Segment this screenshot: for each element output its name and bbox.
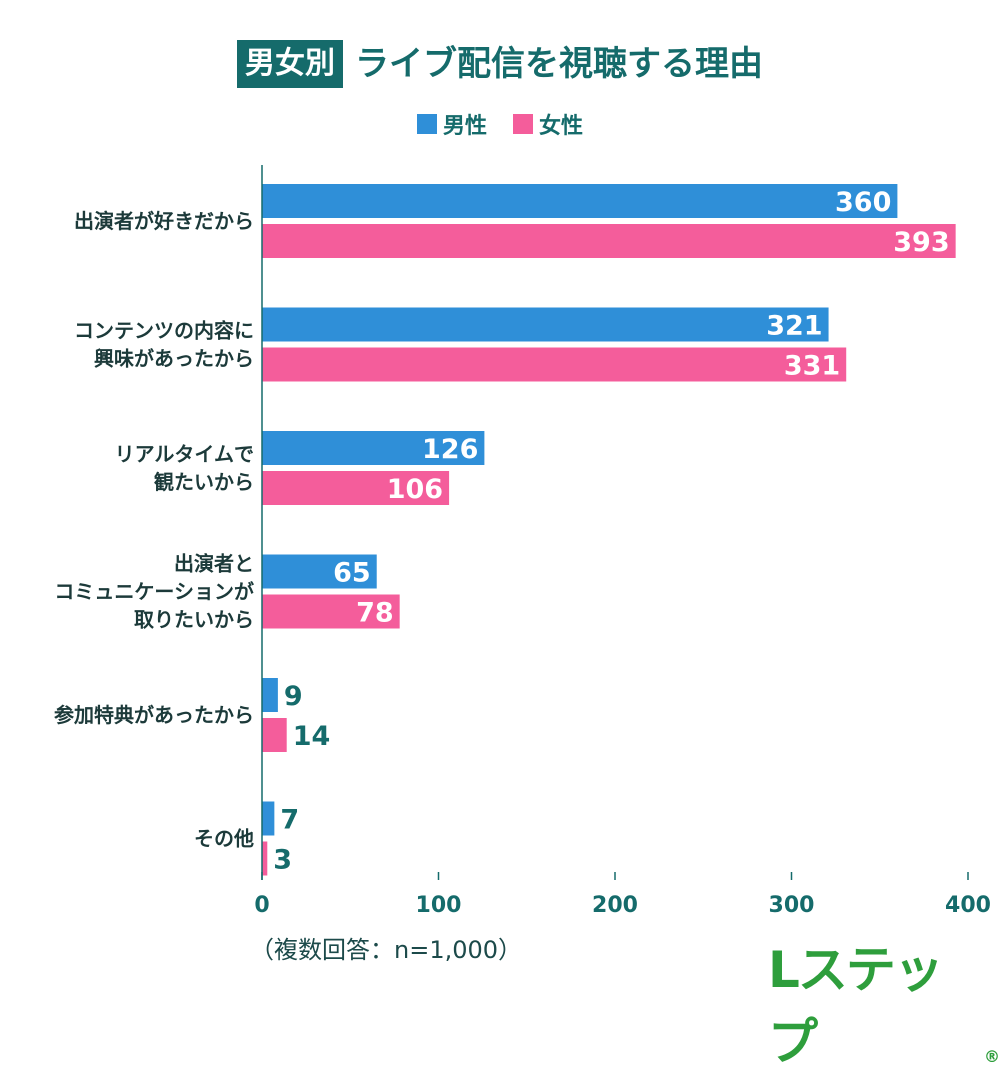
bar-male-5 (262, 801, 275, 836)
x-tick-label-4: 400 (945, 893, 991, 918)
legend-swatch-male (416, 114, 437, 134)
chart-title: 男女別 ライブ配信を視聴する理由 (0, 40, 1000, 88)
value-label-male-2: 126 (422, 434, 478, 465)
value-label-female-5: 3 (273, 845, 292, 876)
bar-female-5 (262, 841, 268, 876)
bar-female-2 (262, 471, 450, 505)
category-label-2-0: リアルタイムで (115, 442, 254, 466)
category-label-3-1: コミュニケーションが (54, 580, 254, 604)
x-tick-label-2: 200 (592, 893, 638, 918)
x-tick-label-1: 100 (416, 893, 462, 918)
legend-item-female: 女性 (513, 108, 583, 140)
legend-item-male: 男性 (416, 108, 487, 140)
category-label-4-0: 参加特典があったから (54, 703, 254, 727)
bar-female-4 (262, 718, 287, 752)
category-label-3-0: 出演者と (174, 552, 254, 576)
category-label-1-1: 興味があったから (94, 347, 254, 371)
value-label-female-4: 14 (293, 721, 331, 752)
bar-female-0 (262, 224, 956, 258)
title-main: ライブ配信を視聴する理由 (355, 44, 763, 84)
bar-male-3 (262, 554, 377, 589)
logo-text: Lステップ (768, 941, 944, 1071)
category-label-0-0: 出演者が好きだから (74, 209, 254, 233)
value-label-female-1: 331 (784, 351, 840, 382)
value-label-male-0: 360 (835, 187, 891, 218)
logo: Lステップ ® (768, 930, 1000, 1074)
category-label-5-0: その他 (194, 827, 254, 851)
bar-male-0 (262, 184, 898, 218)
value-label-male-1: 321 (766, 311, 822, 342)
bar-male-4 (262, 678, 278, 712)
bar-male-1 (262, 307, 829, 342)
legend-swatch-female (513, 114, 533, 134)
legend: 男性 女性 (0, 108, 1000, 140)
value-label-male-3: 65 (333, 558, 371, 589)
legend-label-male: 男性 (442, 114, 487, 139)
category-label-3-2: 取りたいから (134, 608, 254, 632)
x-tick-label-3: 300 (769, 893, 815, 918)
value-label-female-0: 393 (893, 227, 949, 258)
x-tick-label-0: 0 (254, 893, 269, 918)
category-label-1-0: コンテンツの内容に (74, 319, 254, 343)
bar-male-2 (262, 431, 485, 465)
value-label-male-5: 7 (280, 805, 299, 836)
category-label-2-1: 観たいから (154, 470, 254, 494)
title-badge: 男女別 (237, 40, 343, 88)
sample-note: （複数回答：n=1,000） (250, 936, 523, 964)
value-label-male-4: 9 (284, 681, 303, 712)
logo-registered-mark: ® (984, 1047, 1000, 1066)
legend-label-female: 女性 (539, 114, 584, 139)
bar-female-3 (262, 594, 400, 629)
bar-female-1 (262, 347, 847, 382)
value-label-female-3: 78 (356, 598, 394, 629)
value-label-female-2: 106 (387, 474, 443, 505)
